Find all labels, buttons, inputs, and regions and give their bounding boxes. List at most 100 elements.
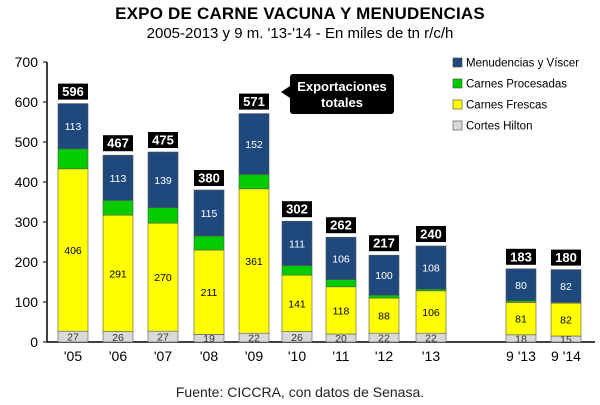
bar-segment bbox=[550, 269, 582, 303]
bar-segment bbox=[193, 249, 225, 335]
bar-segment bbox=[325, 286, 357, 335]
y-tick-label: 200 bbox=[15, 254, 39, 270]
bar-segment bbox=[238, 113, 270, 175]
bar-segment bbox=[57, 168, 89, 332]
bar-segment bbox=[505, 268, 537, 302]
bar-segment bbox=[415, 245, 447, 290]
total-label-box bbox=[326, 217, 356, 234]
annotation-arrow bbox=[281, 86, 290, 98]
bar-segment bbox=[193, 189, 225, 237]
total-label-box bbox=[551, 249, 581, 266]
y-tick-label: 300 bbox=[15, 214, 39, 230]
y-tick-label: 700 bbox=[15, 54, 39, 70]
bar-segment bbox=[368, 254, 400, 296]
total-label: 475 bbox=[152, 133, 174, 148]
bar-segment bbox=[281, 274, 313, 332]
legend-label: Cortes Hilton bbox=[466, 121, 532, 133]
data-label: 113 bbox=[65, 121, 82, 133]
legend-label: Carnes Procesadas bbox=[466, 79, 567, 91]
total-label-box bbox=[148, 132, 178, 148]
x-tick-label: '08 bbox=[200, 348, 218, 364]
data-label: 20 bbox=[335, 333, 347, 345]
data-label: 22 bbox=[248, 333, 260, 345]
data-label: 106 bbox=[422, 307, 440, 319]
y-tick-label: 400 bbox=[15, 174, 39, 190]
bar-segment bbox=[325, 279, 357, 288]
x-tick-label: '13 bbox=[422, 348, 440, 364]
y-tick-label: 600 bbox=[15, 94, 39, 110]
bar-segment bbox=[102, 200, 134, 216]
y-tick-label: 0 bbox=[30, 334, 38, 350]
x-tick-label: '05 bbox=[64, 348, 82, 364]
data-label: 82 bbox=[560, 315, 572, 327]
total-label-box bbox=[506, 248, 536, 265]
data-label: 141 bbox=[288, 298, 306, 310]
total-label: 571 bbox=[243, 94, 265, 109]
legend-swatch bbox=[452, 99, 463, 110]
x-tick-label: '07 bbox=[154, 348, 172, 364]
data-label: 26 bbox=[291, 332, 303, 344]
data-label: 361 bbox=[245, 256, 263, 268]
bar-segment bbox=[281, 220, 313, 266]
data-label: 27 bbox=[67, 332, 79, 344]
x-tick-label: 9 '13 bbox=[506, 348, 536, 364]
data-label: 100 bbox=[375, 270, 393, 282]
x-tick-label: '11 bbox=[332, 348, 349, 364]
chart-subtitle: 2005-2013 y 9 m. '13-'14 - En miles de t… bbox=[146, 25, 454, 42]
bar-segment bbox=[238, 188, 270, 334]
source-note: Fuente: CICCRA, con datos de Senasa. bbox=[175, 384, 425, 400]
data-label: 88 bbox=[378, 311, 390, 323]
total-label: 240 bbox=[420, 227, 442, 242]
legend-label: Menudencias y Víscer bbox=[466, 58, 579, 70]
legend-label: Carnes Frescas bbox=[466, 100, 547, 112]
data-label: 291 bbox=[109, 268, 127, 280]
data-label: 15 bbox=[560, 334, 572, 346]
data-label: 115 bbox=[201, 208, 218, 220]
data-label: 406 bbox=[64, 245, 82, 257]
bar-segment bbox=[238, 174, 270, 190]
bar-segment bbox=[325, 236, 357, 280]
annotation-text: totales bbox=[321, 95, 363, 110]
data-label: 108 bbox=[422, 263, 440, 275]
x-tick-label: '06 bbox=[109, 348, 127, 364]
total-label-box bbox=[194, 170, 224, 186]
legend-swatch bbox=[452, 57, 463, 68]
bar-segment bbox=[57, 148, 89, 170]
total-label: 180 bbox=[555, 250, 577, 265]
total-label-box bbox=[103, 135, 133, 152]
data-label: 111 bbox=[289, 238, 305, 250]
bar-segment bbox=[505, 302, 537, 336]
x-tick-label: 9 '14 bbox=[551, 348, 581, 364]
total-label-box bbox=[58, 83, 88, 100]
total-label-box bbox=[282, 201, 312, 218]
data-label: 113 bbox=[110, 173, 127, 185]
bar-segment bbox=[281, 265, 313, 276]
total-label-box bbox=[369, 235, 399, 252]
bar-segment bbox=[147, 151, 179, 208]
data-label: 270 bbox=[154, 272, 172, 284]
data-label: 22 bbox=[378, 333, 390, 345]
data-label: 80 bbox=[515, 280, 527, 292]
annotation-box bbox=[290, 74, 394, 114]
data-label: 152 bbox=[245, 139, 263, 151]
chart-title: EXPO DE CARNE VACUNA Y MENUDENCIAS bbox=[115, 4, 485, 23]
data-label: 19 bbox=[203, 333, 215, 345]
bar-segment bbox=[415, 290, 447, 334]
bar-segment bbox=[147, 222, 179, 332]
total-label: 302 bbox=[286, 202, 308, 217]
data-label: 81 bbox=[515, 314, 527, 326]
data-label: 211 bbox=[201, 287, 218, 299]
y-tick-label: 500 bbox=[15, 134, 39, 150]
data-label: 118 bbox=[333, 305, 350, 317]
total-label-box bbox=[239, 93, 269, 110]
total-label: 467 bbox=[107, 136, 129, 151]
data-label: 26 bbox=[112, 332, 124, 344]
x-tick-label: '12 bbox=[375, 348, 393, 364]
bar-segment bbox=[57, 103, 89, 150]
total-label: 596 bbox=[62, 84, 84, 99]
total-label: 380 bbox=[198, 171, 220, 186]
legend-swatch bbox=[452, 78, 463, 89]
total-label-box bbox=[416, 226, 446, 242]
bar-segment bbox=[193, 235, 225, 251]
data-label: 22 bbox=[425, 333, 437, 345]
